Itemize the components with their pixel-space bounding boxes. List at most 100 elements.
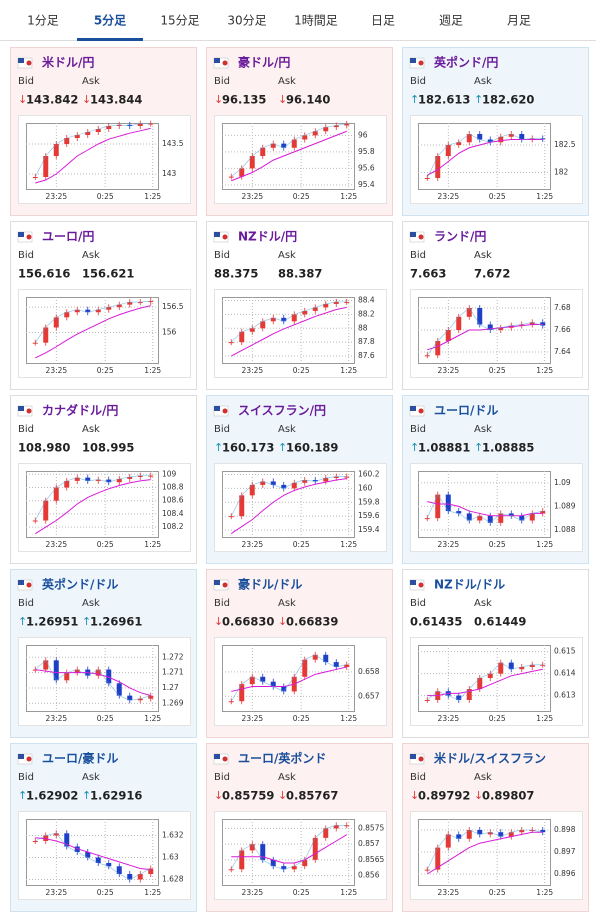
y-tick-label: 159.6: [358, 511, 380, 520]
y-tick-label: 109: [162, 469, 177, 478]
rate-card[interactable]: NZドル/ドル Bid Ask 0.61435 0.61449 0.615 0.614 0.6…: [402, 569, 589, 738]
candle: [74, 309, 80, 313]
y-tick-label: 1.088: [554, 525, 576, 534]
ask-label: Ask: [474, 772, 492, 783]
tab[interactable]: 1分足: [27, 14, 59, 28]
plot-area: [26, 471, 159, 538]
pair-title[interactable]: スイスフラン/円: [238, 404, 326, 418]
rate-card[interactable]: NZドル/円 Bid Ask 88.375 88.387 88.4 88.2 88 87.8 87…: [206, 221, 393, 390]
y-tick-label: 0.614: [554, 669, 576, 678]
plot-area: [418, 645, 551, 712]
x-tick-label: 23:25: [438, 714, 460, 723]
candle: [148, 475, 154, 477]
tab[interactable]: 週足: [439, 14, 463, 28]
candle: [323, 828, 329, 838]
price-arrow: ↑: [410, 441, 419, 454]
candle: [95, 857, 101, 863]
y-tick-label: 0.856: [358, 871, 380, 880]
rate-card[interactable]: カナダドル/円 Bid Ask 108.980 108.995 109 108.8 108.6…: [10, 395, 197, 564]
rate-card[interactable]: ランド/円 Bid Ask 7.663 7.672 7.68 7.66 7.64 23:25 0:…: [402, 221, 589, 390]
moving-average: [35, 127, 151, 184]
candle: [116, 124, 122, 126]
ask-label: Ask: [278, 250, 296, 261]
candle: [445, 834, 451, 848]
flag-mark: [222, 408, 228, 414]
candle: [333, 301, 339, 304]
pair-title[interactable]: ユーロ/英ポンド: [238, 751, 326, 766]
ask-label: Ask: [474, 250, 492, 261]
candle: [53, 317, 59, 328]
candle: [312, 480, 318, 482]
x-tick-label: 1:25: [340, 714, 357, 723]
y-tick-label: 108.8: [162, 483, 184, 492]
candle: [508, 832, 514, 837]
pair-title[interactable]: 英ポンド/円: [434, 55, 498, 70]
tab[interactable]: 1時間足: [294, 14, 338, 28]
candle: [344, 301, 350, 303]
candle: [260, 844, 266, 860]
x-tick-label: 0:25: [97, 714, 114, 723]
tab[interactable]: 5分足: [94, 13, 126, 28]
y-tick-label: 1.09: [554, 478, 571, 487]
bid-label: Bid: [214, 598, 230, 609]
price-arrow: ↓: [18, 93, 27, 106]
ask-label: Ask: [474, 76, 492, 87]
candle: [445, 330, 451, 341]
tab[interactable]: 30分足: [227, 14, 266, 28]
y-tick-label: 1.269: [162, 698, 184, 707]
pair-title[interactable]: 米ドル/スイスフラン: [434, 751, 546, 766]
price-arrow: ↓: [278, 789, 287, 802]
moving-average: [35, 837, 151, 871]
bid-price: 7.663: [410, 267, 446, 281]
pair-title[interactable]: カナダドル/円: [42, 403, 118, 418]
tab[interactable]: 15分足: [160, 14, 199, 28]
candle: [302, 135, 308, 140]
tab-underline: [77, 38, 143, 41]
flag-mark: [214, 232, 220, 237]
candle: [344, 664, 350, 667]
x-tick-label: 1:25: [536, 714, 553, 723]
bid-price: 96.135: [222, 93, 266, 107]
pair-title[interactable]: ランド/円: [434, 230, 486, 244]
ask-price: 1.26961: [90, 615, 142, 629]
pair-title[interactable]: ユーロ/豪ドル: [42, 751, 118, 766]
candle: [270, 859, 276, 867]
pair-title[interactable]: 豪ドル/ドル: [238, 577, 302, 592]
price-arrow: ↑: [410, 93, 419, 106]
y-tick-label: 1.63: [162, 853, 179, 862]
ask-price: 7.672: [474, 267, 510, 281]
x-tick-label: 1:25: [340, 888, 357, 897]
plot-area: [222, 297, 355, 364]
pair-title[interactable]: 米ドル/円: [42, 55, 94, 70]
pair-title[interactable]: NZドル/ドル: [434, 578, 505, 592]
bid-price: 156.616: [18, 267, 70, 281]
price-arrow: ↑: [82, 789, 91, 802]
pair-title[interactable]: 英ポンド/ドル: [42, 577, 118, 592]
price-arrow: ↓: [214, 615, 223, 628]
rate-card[interactable]: ユーロ/円 Bid Ask 156.616 156.621 156.5 156 23:25 0:…: [10, 221, 197, 390]
flag-mark: [418, 60, 424, 66]
candle: [106, 479, 112, 483]
y-tick-label: 0.657: [358, 691, 380, 700]
candle: [540, 322, 546, 326]
candle: [85, 309, 91, 313]
x-tick-label: 23:25: [242, 714, 264, 723]
pair-title[interactable]: 豪ドル/円: [238, 55, 290, 70]
tab[interactable]: 日足: [371, 14, 395, 28]
ask-label: Ask: [82, 250, 100, 261]
pair-title[interactable]: ユーロ/円: [42, 230, 94, 244]
pair-title[interactable]: NZドル/円: [238, 230, 297, 244]
tab[interactable]: 月足: [507, 14, 531, 28]
pair-title[interactable]: ユーロ/ドル: [434, 404, 498, 418]
